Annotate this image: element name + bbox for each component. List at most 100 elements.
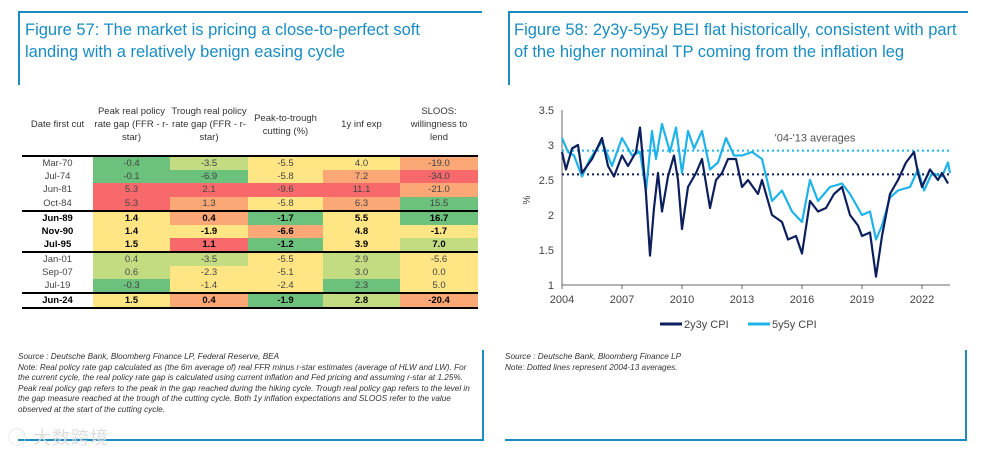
table-cell: 0.4 (170, 209, 248, 225)
table-cell: -3.5 (170, 155, 248, 170)
legend-label-0: 2y3y CPI (684, 319, 729, 331)
right-note: Note: Dotted lines represent 2004-13 ave… (505, 362, 678, 372)
table-cell: -0.4 (93, 155, 170, 170)
table-cell: 5.0 (400, 279, 478, 294)
table-row: Nov-90 1.4 -1.9 -6.6 4.8 -1.7 (22, 224, 478, 238)
left-panel-right-border (482, 350, 484, 441)
row-date: Sep-07 (22, 265, 93, 280)
table-row: Jul-74 -0.1 -6.9 -5.8 7.2 -34.0 (22, 170, 478, 184)
right-panel-right-border (965, 350, 967, 441)
x-tick-label: 2013 (730, 294, 754, 306)
bei-line-chart: 3.5 3 2.5 2 1.5 1 2004 2007 2010 2013 2016 2019 2022… (522, 105, 952, 331)
table-row: Jun-24 1.5 0.4 -1.9 2.8 -20.4 (22, 292, 478, 310)
table-cell: 15.5 (400, 196, 478, 211)
table-cell: 1.5 (93, 292, 170, 310)
table-cell: -1.9 (248, 292, 323, 310)
x-tick-label: 2004 (550, 294, 574, 306)
y-tick-label: 3.5 (539, 105, 554, 117)
column-header: Peak real policy rate gap (FFR - r-star) (94, 106, 169, 143)
table-cell: -6.6 (248, 224, 323, 238)
table-cell: -5.8 (248, 170, 323, 184)
table-cell: -1.2 (248, 237, 323, 252)
table-cell: -5.5 (248, 155, 323, 170)
table-cell: 1.1 (170, 237, 248, 252)
column-header: SLOOS: willingness to lend (410, 106, 468, 143)
table-cell: 16.7 (400, 209, 478, 225)
table-cell: -34.0 (400, 170, 478, 184)
table-cell: 2.3 (323, 279, 400, 294)
table-cell: -5.6 (400, 250, 478, 266)
left-source: Source : Deutsche Bank, Bloomberg Financ… (18, 352, 280, 361)
row-date: Jun-81 (22, 183, 93, 197)
y-tick-label: 2 (548, 210, 554, 222)
figure-57-title: Figure 57: The market is pricing a close… (25, 21, 420, 61)
table-cell: 1.3 (170, 196, 248, 211)
x-tick-label: 2010 (670, 294, 694, 306)
x-tick-label: 2022 (910, 294, 934, 306)
table-cell: 6.3 (323, 196, 400, 211)
table-cell: 1.4 (93, 224, 170, 238)
table-cell: 2.8 (323, 292, 400, 310)
table-cell: -20.4 (400, 292, 478, 310)
table-row: Sep-07 0.6 -2.3 -5.1 3.0 0.0 (22, 265, 478, 280)
table-cell: 0.6 (93, 265, 170, 280)
left-panel-top-border (18, 11, 482, 13)
row-date: Jul-95 (22, 237, 93, 252)
table-cell: -3.5 (170, 250, 248, 266)
right-panel-left-border (508, 11, 510, 85)
table-cell: 1.5 (93, 237, 170, 252)
column-header: Trough real policy rate gap (FFR - r-sta… (171, 106, 247, 143)
table-row: Oct-84 5.3 1.3 -5.8 6.3 15.5 (22, 196, 478, 211)
x-tick-label: 2016 (790, 294, 814, 306)
y-tick-label: 2.5 (539, 175, 554, 187)
table-cell: -1.7 (400, 224, 478, 238)
table-cell: 3.9 (323, 237, 400, 252)
table-cell: -9.6 (248, 183, 323, 197)
left-note: Note: Real policy rate gap calculated as… (18, 362, 470, 414)
watermark: ◯ 大数跨境 (8, 428, 110, 448)
table-cell: -19.0 (400, 155, 478, 170)
figure-58-title: Figure 58: 2y3y-5y5y BEI flat historical… (514, 21, 957, 61)
left-notes: Source : Deutsche Bank, Bloomberg Financ… (18, 352, 480, 416)
table-cell: 4.0 (323, 155, 400, 170)
x-tick-label: 2019 (850, 294, 874, 306)
row-date: Jun-89 (22, 209, 93, 225)
y-tick-label: 1.5 (539, 245, 554, 257)
table-row: Jun-81 5.3 2.1 -9.6 11.1 -21.0 (22, 183, 478, 197)
right-notes: Source : Deutsche Bank, Bloomberg Financ… (505, 352, 965, 373)
table-cell: 3.0 (323, 265, 400, 280)
table-cell: 5.5 (323, 209, 400, 225)
right-panel-top-border (508, 11, 968, 13)
table-cell: -1.7 (248, 209, 323, 225)
table-cell: -0.1 (93, 170, 170, 184)
table-cell: -1.4 (170, 279, 248, 294)
legend-label-1: 5y5y CPI (772, 319, 817, 331)
easing-cycle-table: Date first cut Peak real policy rate gap … (22, 94, 478, 310)
table-cell: -21.0 (400, 183, 478, 197)
row-date: Nov-90 (22, 224, 93, 238)
table-cell: -6.9 (170, 170, 248, 184)
table-cell: -5.8 (248, 196, 323, 211)
left-panel-left-border (18, 11, 20, 85)
table-cell: 0.0 (400, 265, 478, 280)
table-cell: 1.4 (93, 209, 170, 225)
table-cell: -0.3 (93, 279, 170, 294)
table-cell: -1.9 (170, 224, 248, 238)
y-axis-label: % (522, 195, 533, 204)
series-line-1 (560, 122, 952, 241)
column-header: Date first cut (30, 119, 85, 130)
y-tick-label: 3 (548, 140, 554, 152)
row-date: Oct-84 (22, 196, 93, 211)
averages-annotation: '04-'13 averages (775, 133, 856, 145)
x-tick-label: 2007 (610, 294, 634, 306)
table-cell: 7.0 (400, 237, 478, 252)
table-row: Jan-01 0.4 -3.5 -5.5 2.9 -5.6 (22, 250, 478, 266)
row-date: Jul-74 (22, 170, 93, 184)
table-cell: 4.8 (323, 224, 400, 238)
table-cell: 2.1 (170, 183, 248, 197)
table-cell: 2.9 (323, 250, 400, 266)
row-date: Jun-24 (22, 292, 93, 310)
right-source: Source : Deutsche Bank, Bloomberg Financ… (505, 352, 682, 361)
table-row: Mar-70 -0.4 -3.5 -5.5 4.0 -19.0 (22, 155, 478, 170)
right-panel-bottom-border (505, 439, 967, 441)
